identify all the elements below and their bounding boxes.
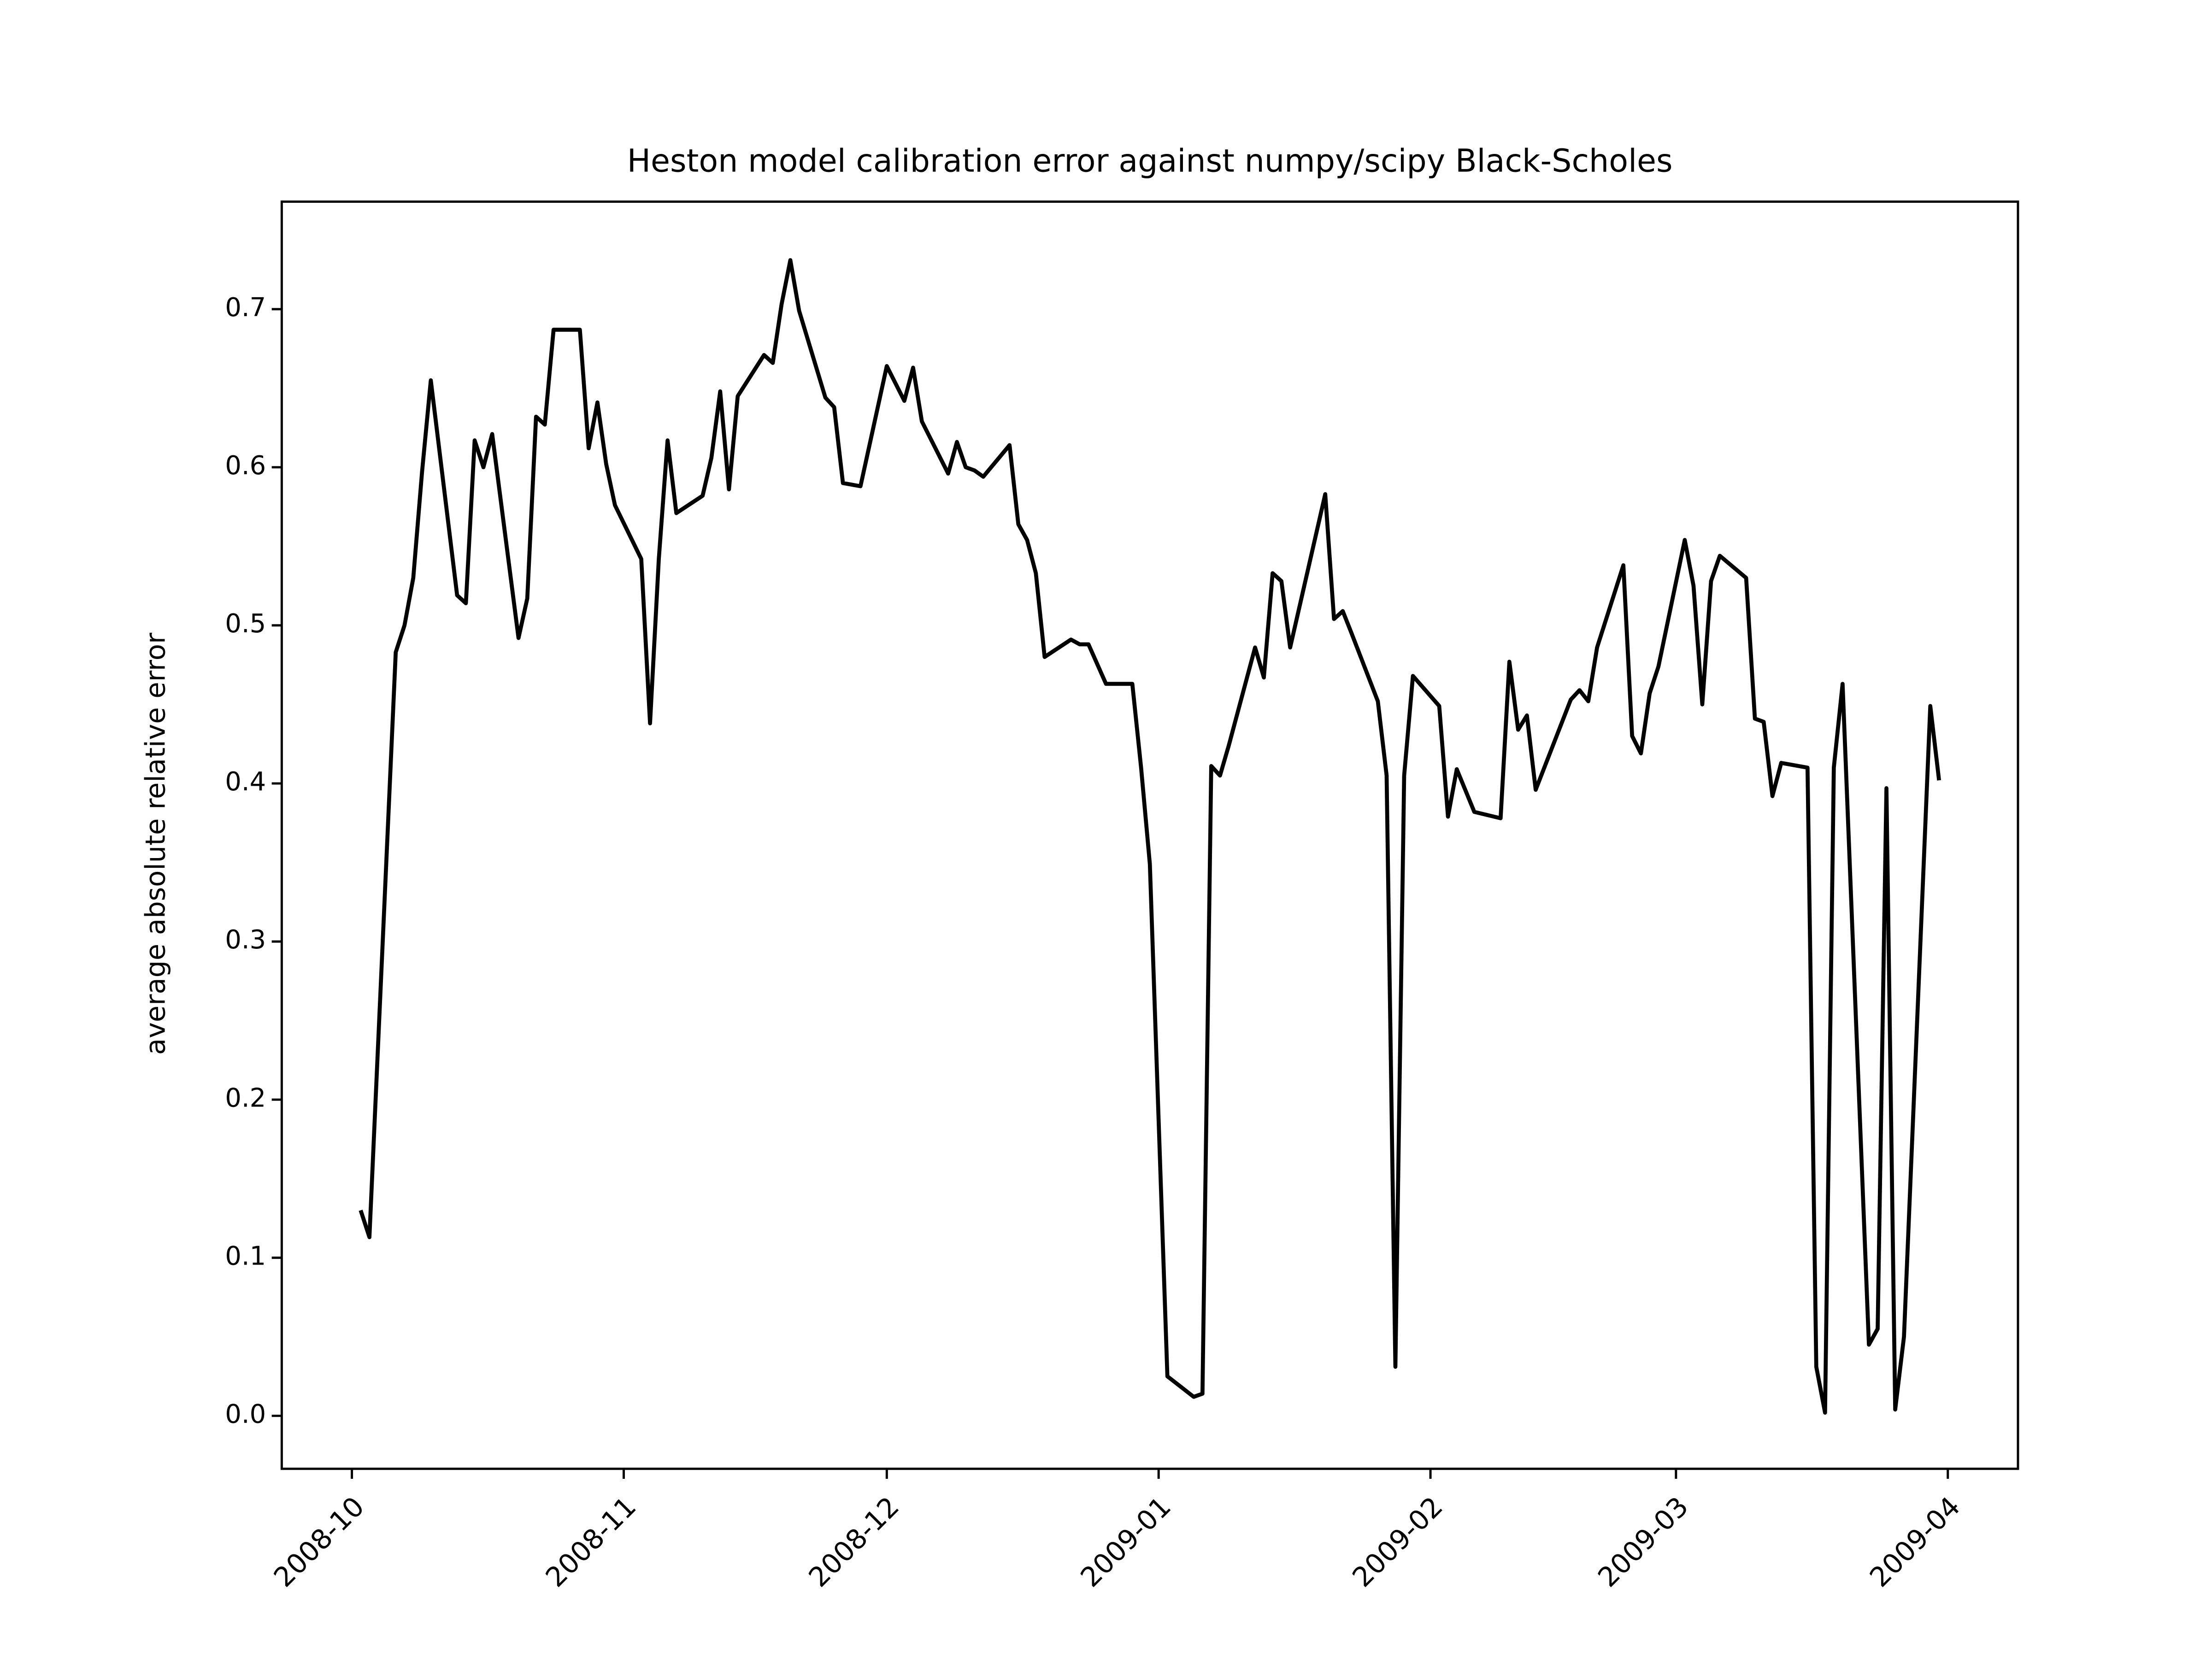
y-tick-label: 0.4: [225, 767, 266, 797]
chart-title: Heston model calibration error against n…: [627, 143, 1673, 179]
y-tick-label: 0.3: [225, 925, 266, 955]
y-tick-label: 0.5: [225, 609, 266, 639]
y-tick-label: 0.1: [225, 1241, 266, 1271]
plot-frame: [280, 200, 2019, 1470]
y-tick-label: 0.0: [225, 1399, 266, 1429]
y-tick-label: 0.6: [225, 451, 266, 481]
y-axis-label: average absolute relative error: [139, 632, 171, 1055]
data-line: [359, 258, 1941, 1415]
y-tick-label: 0.7: [225, 293, 266, 323]
y-tick-label: 0.2: [225, 1083, 266, 1113]
